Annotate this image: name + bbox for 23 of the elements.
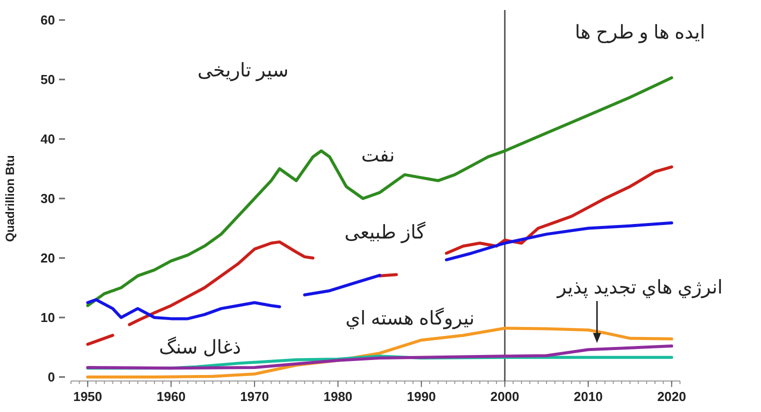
x-tick-label: 1960 (156, 389, 186, 404)
y-tick-label: 40 (40, 132, 55, 147)
annotation: گاز طبیعی (344, 220, 426, 244)
annotation: ایده ها و طرح ها (574, 22, 706, 44)
y-tick-label: 50 (40, 72, 55, 88)
x-tick-label: 1950 (73, 389, 102, 404)
y-tick-label: 0 (48, 370, 55, 385)
annotation: نیروگاه هسته اي (345, 306, 475, 330)
y-axis-title: Quadrillion Btu (3, 155, 17, 242)
x-tick-label: 1990 (406, 389, 436, 404)
annotation: ذغال سنگ (159, 336, 241, 359)
y-tick-label: 10 (40, 310, 55, 326)
x-tick-label: 1970 (240, 389, 269, 404)
x-tick-label: 2000 (490, 389, 520, 404)
x-tick-label: 2020 (657, 389, 686, 404)
annotation: نفت (361, 146, 395, 167)
x-tick-label: 1980 (324, 389, 352, 404)
y-tick-label: 30 (40, 191, 55, 206)
y-tick-label: 60 (40, 12, 55, 28)
annotation: انرژي هاي تجدید پذیر (556, 278, 723, 299)
y-tick-label: 20 (40, 250, 55, 266)
x-tick-label: 2010 (574, 389, 603, 404)
annotation: سیر تاریخی (197, 60, 289, 82)
